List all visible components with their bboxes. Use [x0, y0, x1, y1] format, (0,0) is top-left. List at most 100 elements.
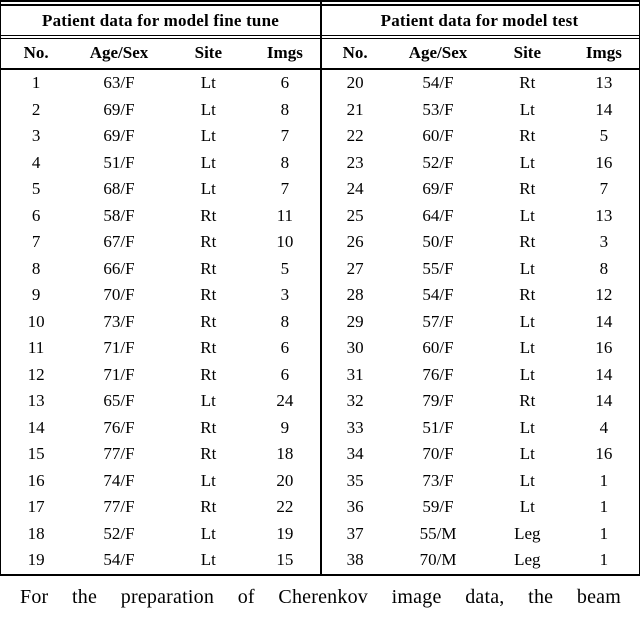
- cell-no: 21: [346, 99, 364, 119]
- table-row: 27 55/F Lt 8: [320, 256, 639, 283]
- cell-no: 27: [346, 258, 364, 278]
- table-row: 6 58/F Rt 11: [1, 203, 320, 230]
- cell-imgs: 16: [595, 444, 613, 464]
- cell-age-sex: 69/F: [422, 179, 454, 199]
- column-header: No.: [342, 43, 368, 62]
- cell-age-sex: 52/F: [422, 152, 454, 172]
- cell-site: Lt: [519, 470, 535, 490]
- cell-age-sex: 54/F: [422, 285, 454, 305]
- cell-no: 25: [346, 205, 364, 225]
- cell-no: 20: [346, 73, 364, 93]
- cell-imgs: 22: [276, 497, 294, 517]
- table-headers-row: No. Age/Sex Site Imgs No. Age/Sex Site Imgs: [1, 39, 639, 68]
- table-row: 2 69/F Lt 8: [1, 97, 320, 124]
- table-row: 38 70/M Leg 1: [320, 547, 639, 574]
- cell-imgs: 14: [595, 99, 613, 119]
- cell-imgs: 16: [595, 152, 613, 172]
- cell-imgs: 4: [599, 417, 609, 437]
- cell-site: Rt: [200, 444, 217, 464]
- column-header: Imgs: [266, 43, 303, 62]
- cell-site: Rt: [519, 285, 536, 305]
- cell-no: 15: [27, 444, 45, 464]
- cell-age-sex: 71/F: [103, 338, 135, 358]
- cell-age-sex: 77/F: [103, 497, 135, 517]
- table-row: 18 52/F Lt 19: [1, 521, 320, 548]
- cell-age-sex: 67/F: [103, 232, 135, 252]
- cell-site: Rt: [200, 285, 217, 305]
- table-row: 10 73/F Rt 8: [1, 309, 320, 336]
- cell-imgs: 12: [595, 285, 613, 305]
- cell-site: Lt: [200, 126, 216, 146]
- cell-no: 32: [346, 391, 364, 411]
- cell-site: Rt: [519, 73, 536, 93]
- table-row: 24 69/F Rt 7: [320, 176, 639, 203]
- cell-age-sex: 70/F: [422, 444, 454, 464]
- left-table-header: No. Age/Sex Site Imgs: [1, 39, 320, 68]
- cell-no: 1: [31, 73, 41, 93]
- cell-age-sex: 79/F: [422, 391, 454, 411]
- cell-age-sex: 76/F: [103, 417, 135, 437]
- cell-no: 28: [346, 285, 364, 305]
- cell-age-sex: 69/F: [103, 126, 135, 146]
- table-row: 25 64/F Lt 13: [320, 203, 639, 230]
- cell-imgs: 15: [276, 550, 294, 570]
- cell-no: 18: [27, 523, 45, 543]
- table-row: 19 54/F Lt 15: [1, 547, 320, 574]
- table-row: 35 73/F Lt 1: [320, 468, 639, 495]
- cell-site: Lt: [519, 444, 535, 464]
- cell-age-sex: 59/F: [422, 497, 454, 517]
- table-row: 16 74/F Lt 20: [1, 468, 320, 495]
- left-table-body: 1 63/F Lt 6 2 69/F Lt 8 3 69/F Lt 7 4 51/F Lt 8 5 68/F Lt 7…: [1, 70, 320, 574]
- cell-age-sex: 57/F: [422, 311, 454, 331]
- cell-age-sex: 65/F: [103, 391, 135, 411]
- table-bodies: 1 63/F Lt 6 2 69/F Lt 8 3 69/F Lt 7 4 51/F Lt 8 5 68/F Lt 7…: [1, 70, 639, 574]
- cell-imgs: 8: [280, 152, 290, 172]
- cell-age-sex: 70/F: [103, 285, 135, 305]
- cell-imgs: 11: [276, 205, 294, 225]
- table-row: 8 66/F Rt 5: [1, 256, 320, 283]
- cell-age-sex: 54/F: [422, 73, 454, 93]
- cell-no: 26: [346, 232, 364, 252]
- right-table-body: 20 54/F Rt 13 21 53/F Lt 14 22 60/F Rt 5 23 52/F Lt 16 2…: [320, 70, 639, 574]
- cell-imgs: 1: [599, 550, 609, 570]
- table-row: 4 51/F Lt 8: [1, 150, 320, 177]
- cell-imgs: 1: [599, 497, 609, 517]
- table-row: 3 69/F Lt 7: [1, 123, 320, 150]
- cell-imgs: 13: [595, 73, 613, 93]
- cell-imgs: 1: [599, 523, 609, 543]
- cell-age-sex: 73/F: [422, 470, 454, 490]
- table-row: 21 53/F Lt 14: [320, 97, 639, 124]
- column-header: Site: [194, 43, 223, 62]
- table-row: 13 65/F Lt 24: [1, 388, 320, 415]
- cell-site: Lt: [519, 258, 535, 278]
- table-center-divider: [320, 0, 322, 574]
- cell-site: Rt: [200, 232, 217, 252]
- left-table-title: Patient data for model fine tune: [42, 11, 279, 30]
- cell-site: Rt: [200, 205, 217, 225]
- cell-site: Rt: [200, 417, 217, 437]
- cell-no: 5: [31, 179, 41, 199]
- cell-no: 13: [27, 391, 45, 411]
- cell-age-sex: 76/F: [422, 364, 454, 384]
- cell-imgs: 7: [280, 179, 290, 199]
- table-row: 36 59/F Lt 1: [320, 494, 639, 521]
- table-row: 32 79/F Rt 14: [320, 388, 639, 415]
- cell-no: 31: [346, 364, 364, 384]
- table-row: 23 52/F Lt 16: [320, 150, 639, 177]
- cell-site: Rt: [519, 179, 536, 199]
- table-titles-row: Patient data for model fine tune Patient…: [1, 6, 639, 35]
- table-row: 34 70/F Lt 16: [320, 441, 639, 468]
- cell-no: 3: [31, 126, 41, 146]
- column-header: Imgs: [585, 43, 622, 62]
- cell-imgs: 3: [280, 285, 290, 305]
- cell-no: 38: [346, 550, 364, 570]
- cell-site: Lt: [519, 497, 535, 517]
- table-row: 17 77/F Rt 22: [1, 494, 320, 521]
- cell-imgs: 10: [276, 232, 294, 252]
- cell-age-sex: 51/F: [422, 417, 454, 437]
- table-row: 31 76/F Lt 14: [320, 362, 639, 389]
- cell-site: Lt: [200, 73, 216, 93]
- cell-no: 24: [346, 179, 364, 199]
- cell-age-sex: 58/F: [103, 205, 135, 225]
